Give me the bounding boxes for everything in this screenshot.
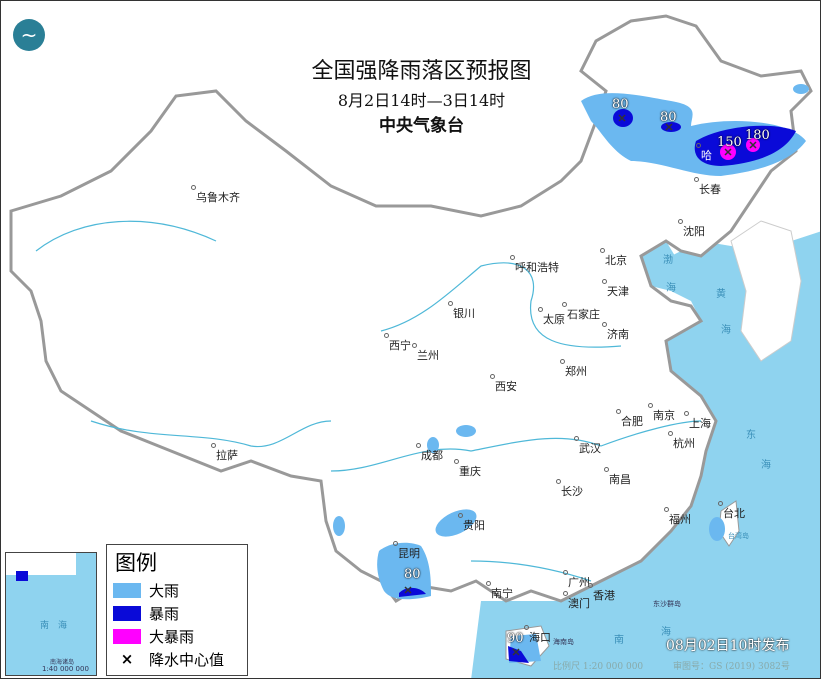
- city-label: 南昌: [604, 467, 631, 486]
- city-label: 呼和浩特: [510, 255, 559, 274]
- city-label: 海口: [524, 625, 551, 644]
- city-label: 贵阳: [458, 513, 485, 532]
- city-label: 福州: [664, 507, 691, 526]
- legend-item-heavy-rain: 大雨: [113, 580, 247, 600]
- heavy-rain-west-yunnan: [333, 516, 345, 536]
- cross-icon: ×: [120, 650, 134, 668]
- heavy-rain-taiwan: [709, 517, 725, 541]
- city-label: 哈: [696, 143, 712, 162]
- legend-title: 图例: [115, 551, 157, 575]
- city-label: 成都: [416, 443, 443, 462]
- sea-label: 海: [761, 460, 771, 471]
- city-label: 澳门: [563, 591, 590, 610]
- city-label: 昆明: [393, 541, 420, 560]
- legend-item-precip-center: × 降水中心值: [113, 649, 247, 669]
- legend-swatch: [113, 582, 141, 598]
- sea-label: 海: [721, 325, 731, 336]
- sea-label: 黄: [716, 289, 726, 300]
- precip-center-value: 80: [612, 97, 629, 112]
- rainstorm-yunnan: [399, 587, 426, 597]
- forecast-period: 8月2日14时—3日14时: [337, 91, 506, 110]
- issuer: 中央气象台: [379, 116, 464, 136]
- cma-logo: ~: [13, 19, 45, 51]
- city-label: 重庆: [454, 459, 481, 478]
- heavy-rain-sichuan-a: [427, 437, 439, 453]
- city-label: 太原: [538, 307, 565, 326]
- legend-item-heavy-rainstorm: 大暴雨: [113, 626, 247, 646]
- city-label: 天津: [602, 279, 629, 298]
- map-title: 全国强降雨落区预报图: [311, 59, 532, 84]
- sea-label: 南: [614, 635, 624, 646]
- island-label: 东沙群岛: [653, 600, 681, 608]
- city-label: 合肥: [616, 409, 643, 428]
- heavy-rain-far-northeast: [793, 84, 809, 94]
- inset-islands-label: 南海诸岛: [50, 659, 75, 666]
- bohai-sea: [641, 241, 681, 291]
- rivers: [35, 220, 702, 582]
- city-label: 郑州: [560, 359, 587, 378]
- heavy-rain-guizhou: [435, 509, 477, 537]
- island-label: 台湾岛: [728, 532, 749, 540]
- city-label: 香港: [588, 583, 615, 602]
- legend-label: 大暴雨: [149, 627, 195, 646]
- city-label: 石家庄: [562, 302, 600, 321]
- legend-label: 暴雨: [149, 604, 180, 623]
- city-label: 广州: [563, 570, 590, 589]
- map-scale: 比例尺 1:20 000 000: [553, 662, 644, 672]
- city-label: 乌鲁木齐: [191, 185, 240, 204]
- sea-label: 海: [666, 283, 676, 294]
- inset-scale: 1:40 000 000: [42, 665, 89, 673]
- city-label: 南宁: [486, 581, 513, 600]
- city-label: 长春: [694, 177, 721, 196]
- legend-label: 大雨: [149, 581, 180, 600]
- inset-land: [6, 553, 76, 575]
- legend-swatch: [113, 605, 141, 621]
- inset-sea-label: 南 海: [40, 621, 68, 631]
- legend: 图例 大雨 暴雨 大暴雨 × 降水中心值: [106, 544, 248, 676]
- sea-label: 渤: [663, 255, 673, 266]
- precip-center-value: 90: [507, 631, 524, 646]
- heavy-rain-yunnan: [377, 542, 431, 600]
- south-china-sea-inset: 南 海 南海诸岛 1:40 000 000: [5, 552, 97, 676]
- legend-swatch: [113, 628, 141, 644]
- legend-item-rainstorm: 暴雨: [113, 603, 247, 623]
- city-label: 拉萨: [211, 443, 238, 462]
- city-label: 兰州: [412, 343, 439, 362]
- sea-area: [471, 231, 820, 678]
- island-label: 海南岛: [553, 638, 574, 646]
- sea-label: 东: [746, 430, 756, 441]
- precip-center-value: 150: [717, 135, 742, 150]
- rainstorm-northeast: [694, 125, 796, 166]
- city-label: 西安: [490, 374, 517, 393]
- precip-center-value: 80: [660, 110, 677, 125]
- city-label: 北京: [600, 248, 627, 267]
- china-land: [9, 14, 813, 603]
- sea-label: 海: [661, 627, 671, 638]
- heavy-rain-sichuan-b: [456, 425, 476, 437]
- legend-label: 降水中心值: [149, 650, 225, 669]
- precip-center-markers: [404, 114, 757, 656]
- precip-center-value: 80: [404, 567, 421, 582]
- city-label: 西宁: [384, 333, 411, 352]
- city-label: 银川: [448, 301, 475, 320]
- city-label: 上海: [684, 411, 711, 430]
- publish-time: 08月02日10时发布: [666, 638, 790, 654]
- city-label: 南京: [648, 403, 675, 422]
- precip-center-value: 180: [745, 128, 770, 143]
- korea-land: [730, 220, 802, 362]
- review-number: 审图号：GS (2019) 3082号: [673, 662, 790, 672]
- city-label: 济南: [602, 322, 629, 341]
- city-label: 杭州: [668, 431, 695, 450]
- city-label: 武汉: [574, 436, 601, 455]
- city-label: 长沙: [556, 479, 583, 498]
- city-label: 台北: [718, 501, 745, 520]
- inset-rain: [16, 571, 28, 581]
- city-label: 沈阳: [678, 219, 705, 238]
